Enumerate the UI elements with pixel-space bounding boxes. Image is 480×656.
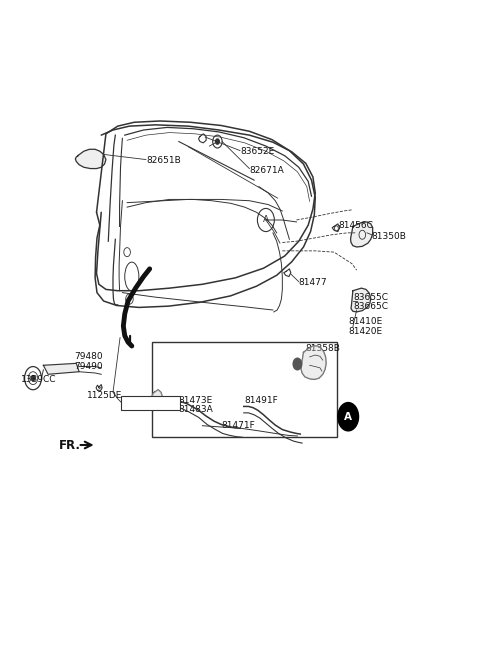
Text: 81483A: 81483A <box>178 405 213 414</box>
Text: 81491F: 81491F <box>245 396 278 405</box>
Text: 1339CC: 1339CC <box>21 375 57 384</box>
Polygon shape <box>75 150 106 169</box>
Text: 81471F: 81471F <box>221 421 255 430</box>
FancyBboxPatch shape <box>121 396 180 409</box>
Polygon shape <box>152 390 162 404</box>
Text: 83655C: 83655C <box>353 293 388 302</box>
Text: 83652E: 83652E <box>240 147 274 155</box>
Text: 81420E: 81420E <box>348 327 382 336</box>
Polygon shape <box>43 363 79 375</box>
Text: 81358B: 81358B <box>306 344 341 353</box>
Text: 81477: 81477 <box>299 279 327 287</box>
Text: 81410E: 81410E <box>348 317 383 326</box>
Circle shape <box>338 403 359 431</box>
Circle shape <box>31 376 35 380</box>
Text: 79480: 79480 <box>74 352 103 361</box>
Polygon shape <box>350 222 372 247</box>
Polygon shape <box>351 288 371 312</box>
Text: 81350B: 81350B <box>372 232 407 241</box>
Text: REF.60-770: REF.60-770 <box>125 399 168 408</box>
Text: 81456C: 81456C <box>339 220 373 230</box>
Text: 79490: 79490 <box>74 362 103 371</box>
Text: A: A <box>263 216 269 224</box>
Text: 82671A: 82671A <box>250 166 284 175</box>
Text: 82651B: 82651B <box>146 156 180 165</box>
Text: FR.: FR. <box>59 438 81 451</box>
Polygon shape <box>301 346 326 379</box>
Text: 1125DE: 1125DE <box>87 391 122 400</box>
Text: 83665C: 83665C <box>353 302 388 312</box>
Text: A: A <box>344 412 352 422</box>
FancyBboxPatch shape <box>152 342 337 438</box>
Circle shape <box>293 358 301 370</box>
Text: 81473E: 81473E <box>178 396 212 405</box>
Circle shape <box>216 139 219 144</box>
